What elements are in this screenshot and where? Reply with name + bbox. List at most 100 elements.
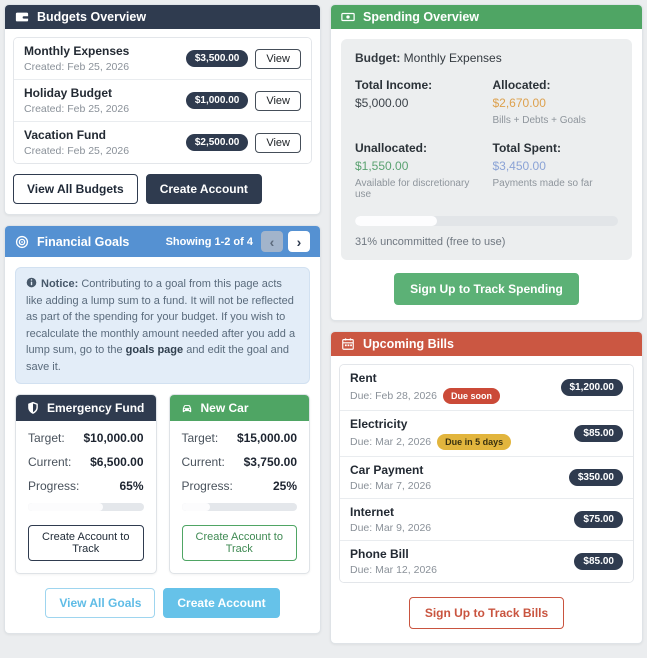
budgets-footer: View All Budgets Create Account (5, 172, 320, 214)
spending-overview-card: Spending Overview Budget: Monthly Expens… (330, 4, 643, 321)
info-icon (26, 277, 37, 288)
bill-row: Phone Bill Due: Mar 12, 2026 $85.00 (340, 541, 633, 582)
budget-amount-badge: $2,500.00 (185, 134, 249, 151)
car-icon (180, 401, 194, 415)
goal-progress-fill (181, 503, 211, 511)
budget-created: Created: Feb 25, 2026 (24, 103, 130, 115)
view-all-goals-button[interactable]: View All Goals (45, 588, 156, 618)
create-account-to-track-button[interactable]: Create Account to Track (181, 525, 297, 561)
stat-value: $3,450.00 (492, 159, 546, 173)
due-soon-badge: Due soon (442, 388, 500, 404)
budget-name: Monthly Expenses (24, 44, 130, 58)
stat-label: Allocated: (492, 78, 551, 92)
bill-row: Electricity Due: Mar 2, 2026 Due in 5 da… (340, 411, 633, 457)
budgets-overview-header: Budgets Overview (5, 5, 320, 29)
bill-amount-badge: $85.00 (574, 553, 623, 570)
stat-value: $1,550.00 (355, 159, 409, 173)
budget-row: Monthly Expenses Created: Feb 25, 2026 $… (14, 38, 311, 80)
progress-label: Progress: (28, 479, 80, 493)
financial-goals-header: Financial Goals Showing 1-2 of 4 ‹ › (5, 226, 320, 257)
stat-subtext: Available for discretionary use (355, 178, 470, 200)
budget-label: Budget: (355, 51, 401, 65)
financial-goals-title: Financial Goals (37, 234, 130, 249)
goal-progress-bar (28, 503, 144, 511)
stat-subtext: Bills + Debts + Goals (492, 115, 586, 126)
goals-next-button[interactable]: › (288, 231, 310, 252)
bill-due-date: Due: Mar 9, 2026 (350, 522, 432, 534)
view-all-budgets-button[interactable]: View All Budgets (13, 174, 138, 204)
goals-pagination: Showing 1-2 of 4 ‹ › (166, 231, 310, 252)
budget-amount-badge: $3,500.00 (185, 50, 249, 67)
signup-track-bills-button[interactable]: Sign Up to Track Bills (408, 597, 565, 629)
goals-prev-button[interactable]: ‹ (261, 231, 283, 252)
uncommitted-progress-fill (355, 216, 437, 226)
budget-created: Created: Feb 25, 2026 (24, 145, 130, 157)
goal-header: Emergency Fund (16, 395, 156, 421)
left-column: Budgets Overview Monthly Expenses Create… (4, 4, 321, 654)
target-label: Target: (181, 431, 219, 445)
stat-unallocated: Unallocated: $1,550.00 Available for dis… (355, 141, 481, 200)
budget-row: Vacation Fund Created: Feb 25, 2026 $2,5… (14, 122, 311, 163)
upcoming-bills-card: Upcoming Bills Rent Due: Feb 28, 2026 Du… (330, 331, 643, 644)
bill-due-date: Due: Mar 7, 2026 (350, 480, 432, 492)
bills-list: Rent Due: Feb 28, 2026 Due soon $1,200.0… (339, 364, 634, 583)
spending-overview-title: Spending Overview (363, 10, 480, 24)
calendar-icon (341, 337, 355, 351)
target-value: $10,000.00 (83, 431, 144, 445)
view-budget-button[interactable]: View (255, 48, 301, 69)
budget-name: Vacation Fund (24, 128, 107, 142)
goals-page-link[interactable]: goals page (125, 344, 184, 356)
target-value: $15,000.00 (236, 431, 297, 445)
wallet-icon (15, 10, 29, 24)
goal-name: New Car (200, 401, 249, 415)
goal-card-new-car: New Car Target: $15,000.00 Current: $3,7… (168, 394, 310, 574)
current-label: Current: (181, 455, 225, 469)
bill-row: Internet Due: Mar 9, 2026 $75.00 (340, 499, 633, 541)
stat-allocated: Allocated: $2,670.00 Bills + Debts + Goa… (493, 78, 619, 126)
uncommitted-progress-bar (355, 216, 618, 226)
signup-track-spending-button[interactable]: Sign Up to Track Spending (394, 273, 579, 305)
bill-name: Rent (350, 371, 377, 385)
view-budget-button[interactable]: View (255, 132, 301, 153)
financial-goals-card: Financial Goals Showing 1-2 of 4 ‹ › Not… (4, 225, 321, 634)
stat-label: Unallocated: (355, 141, 428, 155)
spending-overview-header: Spending Overview (331, 5, 642, 29)
bill-amount-badge: $1,200.00 (560, 379, 623, 396)
budget-amount-badge: $1,000.00 (185, 92, 249, 109)
budget-name: Holiday Budget (24, 86, 113, 100)
bill-due-date: Due: Feb 28, 2026 (350, 390, 437, 402)
stat-label: Total Spent: (492, 141, 561, 155)
bill-name: Phone Bill (350, 547, 409, 561)
goals-notice: Notice: Contributing to a goal from this… (15, 267, 310, 384)
create-account-button[interactable]: Create Account (145, 174, 262, 204)
view-budget-button[interactable]: View (255, 90, 301, 111)
due-in-days-badge: Due in 5 days (437, 434, 512, 450)
bill-name: Electricity (350, 417, 408, 431)
bill-name: Car Payment (350, 463, 424, 477)
stat-value: $2,670.00 (492, 96, 546, 110)
bill-amount-badge: $85.00 (574, 425, 623, 442)
create-account-button[interactable]: Create Account (163, 588, 280, 618)
bill-name: Internet (350, 505, 395, 519)
goals-showing-label: Showing 1-2 of 4 (165, 235, 253, 248)
create-account-to-track-button[interactable]: Create Account to Track (28, 525, 144, 561)
goal-header: New Car (169, 395, 309, 421)
budgets-overview-title: Budgets Overview (37, 10, 147, 24)
stat-subtext: Payments made so far (492, 178, 593, 189)
bill-due-date: Due: Mar 12, 2026 (350, 564, 437, 576)
goal-cards-row: Emergency Fund Target: $10,000.00 Curren… (15, 394, 310, 574)
bill-row: Car Payment Due: Mar 7, 2026 $350.00 (340, 457, 633, 499)
stat-label: Total Income: (355, 78, 433, 92)
right-column: Spending Overview Budget: Monthly Expens… (330, 4, 643, 654)
money-icon (341, 10, 355, 24)
bill-amount-badge: $350.00 (568, 469, 623, 486)
goals-footer: View All Goals Create Account (5, 574, 320, 633)
upcoming-bills-header: Upcoming Bills (331, 332, 642, 356)
budgets-list: Monthly Expenses Created: Feb 25, 2026 $… (13, 37, 312, 164)
budget-value: Monthly Expenses (403, 51, 502, 65)
bill-row: Rent Due: Feb 28, 2026 Due soon $1,200.0… (340, 365, 633, 411)
budget-row: Holiday Budget Created: Feb 25, 2026 $1,… (14, 80, 311, 122)
notice-label: Notice: (41, 278, 79, 290)
stat-total-income: Total Income: $5,000.00 (355, 78, 481, 126)
current-value: $6,500.00 (90, 455, 144, 469)
